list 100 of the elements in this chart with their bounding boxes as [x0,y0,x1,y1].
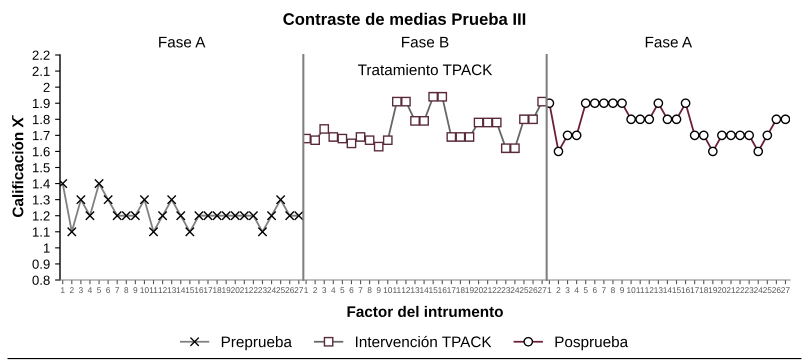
x-tick-label: 23 [258,287,267,294]
chart-subtitle: Tratamiento TPACK [358,64,492,76]
y-tick-label: 1.3 [32,195,50,205]
x-tick-label: 9 [620,287,624,294]
x-tick-label: 25 [763,287,772,294]
x-tick-label: 21 [240,287,249,293]
x-tick-label: 7 [602,287,606,293]
y-tick-label: 2.2 [32,50,50,60]
x-tick-label: 5 [340,287,344,294]
x-tick-label: 23 [744,287,754,294]
y-tick-label: 2.1 [32,66,50,76]
x-tick-label: 18 [456,287,465,294]
x-tick-label: 18 [700,287,708,294]
x-tick-label: 7 [358,287,362,293]
y-tick-label: 1 [44,244,50,253]
x-tick-label: 8 [610,287,615,294]
x-tick-label: 19 [708,287,718,294]
x-tick-label: 8 [124,287,128,294]
x-tick-label: 6 [592,287,597,294]
x-tick-label: 20 [474,287,483,294]
x-tick-label: 6 [350,287,354,294]
x-tick-label: 3 [78,287,83,294]
x-tick-label: 2 [556,287,560,293]
x-tick-label: 11 [150,287,158,293]
text: Contraste de medias Prueba III [283,12,526,25]
x-tick-label: 5 [584,287,588,294]
x-tick-label: 22 [492,287,501,293]
x-tick-label: 9 [376,287,381,294]
y-tick-label: 1.7 [32,131,50,140]
x-tick-label: 17 [204,287,212,293]
y-tick-label: 1.8 [32,114,50,124]
x-tick-label: 24 [510,287,520,293]
x-tick-label: 6 [106,287,110,294]
x-tick-label: 1 [304,287,308,293]
x-tick-label: 2 [313,287,318,293]
x-tick-label: 11 [636,287,644,293]
x-tick-label: 21 [483,287,492,293]
y-axis-title: Calificación X̄ [12,115,24,217]
x-tick-label: 12 [158,287,167,293]
x-tick-label: 20 [231,287,240,294]
x-tick-label: 26 [286,287,294,294]
x-tick-label: 16 [682,287,690,294]
x-tick-label: 19 [222,287,230,294]
x-tick-label: 10 [140,287,149,294]
y-tick-label: 1.2 [32,211,50,220]
x-tick-label: 27 [294,287,304,293]
chart-title: Fase A [159,36,206,48]
x-tick-label: 16 [438,287,447,294]
x-tick-label: 1 [548,287,552,293]
x-tick-label: 22 [249,287,258,293]
x-tick-label: 7 [115,287,120,293]
x-tick-label: 10 [627,287,636,294]
x-tick-label: 12 [402,287,410,293]
x-tick-label: 12 [645,287,654,293]
y-tick-label: 1.5 [32,163,50,172]
x-tick-label: 15 [672,287,681,294]
y-tick-label: 0.8 [32,276,50,285]
x-tick-label: 24 [754,287,763,293]
y-tick-label: 1.6 [32,146,50,156]
y-tick-label: 1.4 [32,179,50,188]
x-tick-label: 2 [70,287,74,293]
y-tick-label: 2 [44,82,50,92]
y-tick-label: 1.9 [32,98,50,108]
x-tick-label: 4 [88,287,92,293]
x-tick-label: 13 [168,287,176,294]
x-tick-label: 22 [736,287,744,293]
x-tick-label: 3 [322,287,326,294]
x-tick-label: 17 [447,287,456,293]
x-tick-label: 23 [502,287,510,294]
x-tick-label: 13 [411,287,420,294]
x-tick-label: 25 [276,287,285,294]
chart-title: Fase B [402,36,448,48]
x-tick-label: 4 [331,287,336,293]
x-tick-label: 15 [186,287,194,294]
x-tick-label: 26 [528,287,538,294]
x-tick-label: 21 [726,287,736,293]
x-tick-label: 18 [213,287,222,294]
x-axis-title: Factor del intrumento [348,306,503,318]
x-tick-label: 9 [133,287,138,294]
x-tick-label: 1 [61,287,65,293]
x-tick-label: 13 [654,287,663,294]
x-tick-label: 19 [465,287,474,294]
x-tick-label: 24 [267,287,276,293]
chart-title: Fase A [646,36,692,48]
x-tick-label: 10 [384,287,392,294]
x-tick-label: 16 [194,287,204,294]
x-tick-label: 26 [772,287,781,294]
y-tick-label: 0.9 [32,259,50,269]
legend-label: Posprueba [555,336,628,350]
x-tick-label: 27 [538,287,546,293]
x-tick-label: 15 [429,287,438,294]
x-tick-label: 8 [368,287,372,294]
x-tick-label: 3 [566,287,570,294]
x-tick-label: 17 [690,287,699,293]
legend-label: Intervención TPACK [356,336,492,348]
x-tick-label: 11 [393,287,401,293]
x-tick-label: 14 [176,287,186,293]
legend-label: Preprueba [222,336,292,350]
x-tick-label: 5 [97,287,102,294]
x-tick-label: 14 [663,287,672,293]
